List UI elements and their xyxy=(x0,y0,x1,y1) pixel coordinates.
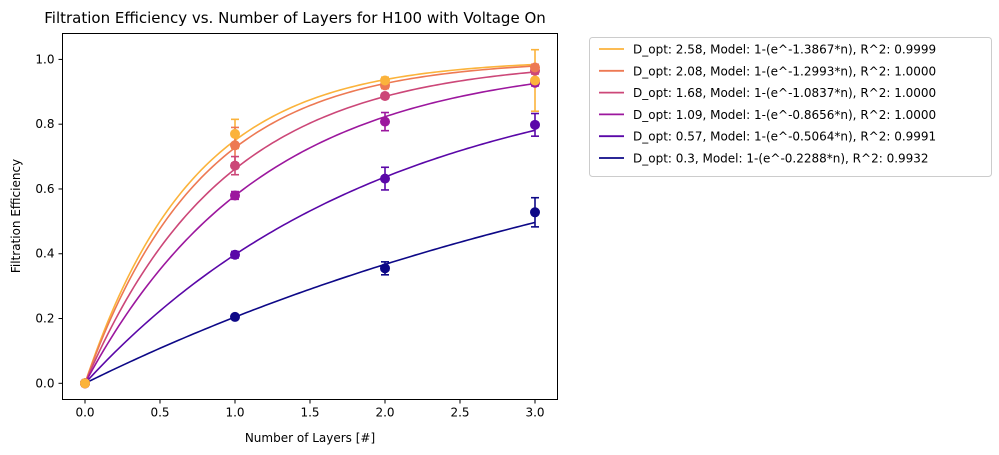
data-point xyxy=(530,75,540,86)
x-axis: 0.0 0.5 1.0 1.5 2.0 2.5 3.0 xyxy=(75,399,545,420)
y-axis: 0.0 0.2 0.4 0.6 0.8 1.0 xyxy=(35,52,63,390)
x-tick-label: 2.5 xyxy=(450,406,469,420)
y-tick-label: 0.8 xyxy=(35,117,54,131)
y-tick-label: 0.2 xyxy=(35,312,54,326)
data-point xyxy=(230,249,240,260)
data-point xyxy=(530,207,540,218)
data-point xyxy=(230,128,240,139)
legend-label: D_opt: 1.68, Model: 1-(e^-1.0837*n), R^2… xyxy=(633,86,936,100)
y-tick-label: 1.0 xyxy=(35,52,54,66)
legend-label: D_opt: 0.3, Model: 1-(e^-0.2288*n), R^2:… xyxy=(633,152,929,166)
data-point xyxy=(230,190,240,201)
y-tick-label: 0.4 xyxy=(35,247,54,261)
legend: D_opt: 2.58, Model: 1-(e^-1.3867*n), R^2… xyxy=(589,37,992,177)
data-point xyxy=(380,173,390,184)
legend-label: D_opt: 2.58, Model: 1-(e^-1.3867*n), R^2… xyxy=(633,43,936,57)
x-tick-label: 2.0 xyxy=(375,406,394,420)
x-tick-label: 1.5 xyxy=(300,406,319,420)
legend-frame xyxy=(589,37,992,177)
data-point xyxy=(380,116,390,127)
legend-label: D_opt: 0.57, Model: 1-(e^-0.5064*n), R^2… xyxy=(633,130,936,144)
x-tick-label: 3.0 xyxy=(525,406,544,420)
series-fit-line xyxy=(84,71,536,384)
data-point xyxy=(530,62,540,73)
y-tick-label: 0.0 xyxy=(35,376,54,390)
legend-label: D_opt: 1.09, Model: 1-(e^-0.8656*n), R^2… xyxy=(633,108,936,122)
data-point xyxy=(380,75,390,86)
series-fit-line xyxy=(84,63,536,384)
data-point xyxy=(380,91,390,102)
series-fit-line xyxy=(84,221,536,385)
x-tick-label: 0.5 xyxy=(150,406,169,420)
data-point xyxy=(380,263,390,274)
chart-title: Filtration Efficiency vs. Number of Laye… xyxy=(44,9,546,27)
series-fit-line xyxy=(84,65,536,384)
x-tick-label: 1.0 xyxy=(225,406,244,420)
data-point xyxy=(530,119,540,130)
data-point xyxy=(230,140,240,151)
series-fit-line xyxy=(84,129,536,384)
x-axis-label: Number of Layers [#] xyxy=(245,431,375,445)
data-point xyxy=(80,378,90,389)
data-point xyxy=(230,311,240,322)
legend-label: D_opt: 2.08, Model: 1-(e^-1.2993*n), R^2… xyxy=(633,64,936,78)
data-point xyxy=(230,160,240,171)
x-tick-label: 0.0 xyxy=(75,406,94,420)
plot-area xyxy=(80,48,540,389)
plot-frame xyxy=(62,33,558,400)
y-tick-label: 0.6 xyxy=(35,182,54,196)
y-axis-label: Filtration Efficiency xyxy=(9,159,23,273)
series-fit-line xyxy=(84,82,536,384)
